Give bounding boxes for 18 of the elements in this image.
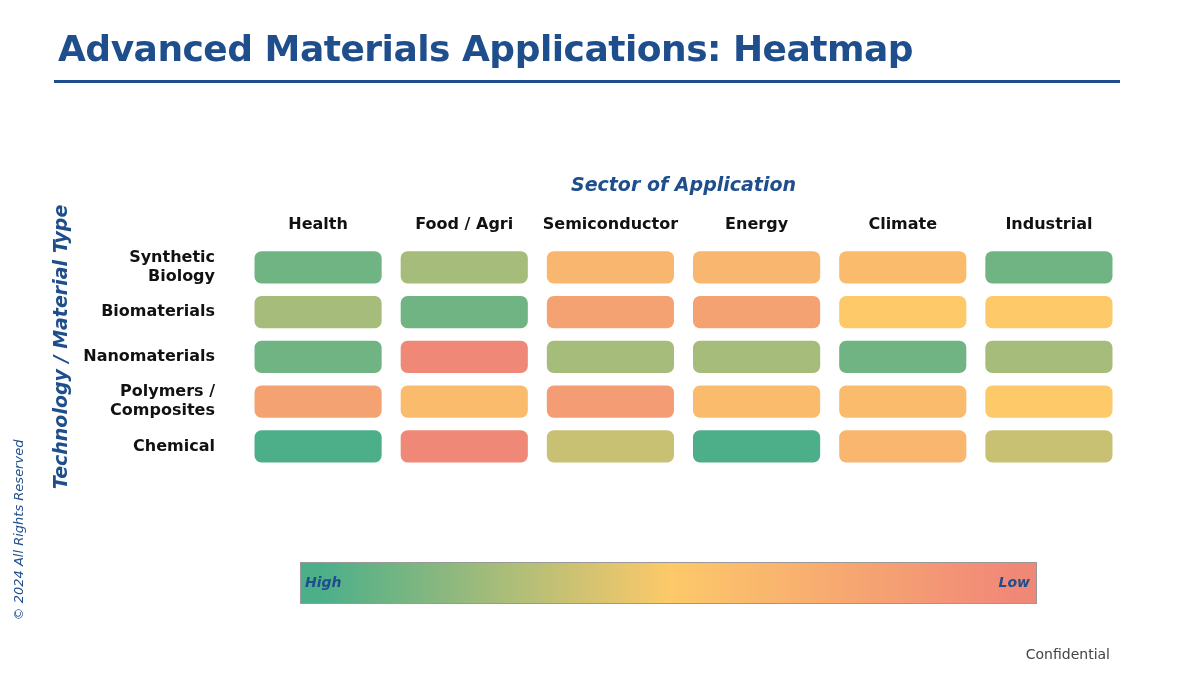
y-tick-label: Biomaterials: [101, 301, 215, 321]
x-axis-title: Sector of Application: [569, 173, 798, 195]
y-tick-label: Polymers / Composites: [110, 381, 216, 420]
x-tick-label: Energy: [725, 213, 789, 233]
x-tick-label: Health: [288, 213, 348, 233]
color-bar-label: Low: [998, 574, 1030, 590]
text: Confidential: [1025, 646, 1110, 662]
text: © 2024 All Rights Reserved: [10, 439, 26, 621]
y-axis-title: Technology / Material Type: [49, 204, 71, 490]
x-tick-label: Semiconductor: [542, 213, 679, 233]
color-bar-label: High: [305, 574, 342, 590]
x-tick-label: Food / Agri: [415, 213, 514, 233]
y-tick-label: Synthetic Biology: [129, 246, 216, 286]
y-tick-label: Chemical: [133, 435, 215, 455]
x-tick-label: Industrial: [1005, 213, 1093, 233]
chart-title: Advanced Materials Applications: Heatmap: [58, 28, 914, 69]
y-tick-label: Nanomaterials: [83, 346, 215, 366]
x-tick-label: Climate: [868, 213, 938, 233]
